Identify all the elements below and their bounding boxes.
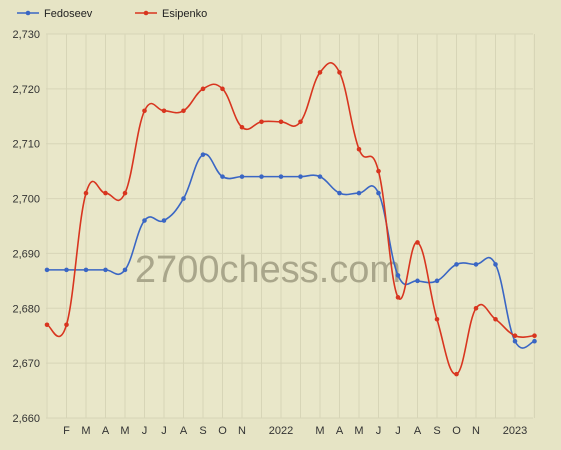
data-point-fedoseev[interactable] [298, 174, 303, 179]
data-point-fedoseev[interactable] [278, 174, 284, 179]
x-tick-label: 2023 [503, 425, 527, 437]
data-point-esipenko[interactable] [298, 119, 303, 125]
data-point-esipenko[interactable] [122, 190, 128, 196]
data-point-esipenko[interactable] [532, 333, 537, 339]
data-point-fedoseev[interactable] [181, 196, 186, 201]
legend-item-esipenko[interactable]: Esipenko [135, 8, 207, 20]
y-tick-label: 2,660 [12, 413, 40, 425]
data-point-esipenko[interactable] [103, 190, 108, 196]
data-point-fedoseev[interactable] [239, 174, 245, 179]
data-point-fedoseev[interactable] [259, 174, 264, 179]
x-tick-label: A [414, 425, 422, 437]
data-point-esipenko[interactable] [44, 322, 50, 328]
data-point-fedoseev[interactable] [83, 267, 89, 273]
data-point-esipenko[interactable] [181, 108, 186, 114]
data-point-esipenko[interactable] [356, 146, 362, 152]
data-point-esipenko[interactable] [395, 295, 401, 300]
series-layer [44, 62, 537, 377]
data-point-esipenko[interactable] [220, 86, 225, 92]
data-point-esipenko[interactable] [473, 305, 479, 311]
data-point-fedoseev[interactable] [493, 262, 498, 267]
x-tick-label: N [238, 425, 246, 437]
data-point-fedoseev[interactable] [376, 190, 381, 196]
data-point-esipenko[interactable] [415, 240, 420, 245]
data-point-esipenko[interactable] [512, 333, 518, 339]
data-point-fedoseev[interactable] [454, 262, 459, 267]
y-tick-label: 2,690 [12, 248, 40, 260]
data-point-fedoseev[interactable] [512, 338, 518, 344]
x-tick-label: O [452, 425, 461, 437]
x-tick-label: N [472, 425, 480, 437]
data-point-esipenko[interactable] [161, 108, 167, 114]
x-tick-label: M [354, 425, 363, 437]
x-tick-label: J [161, 425, 167, 437]
y-tick-label: 2,700 [12, 194, 40, 206]
legend-item-fedoseev[interactable]: Fedoseev [17, 8, 93, 20]
data-point-fedoseev[interactable] [200, 152, 206, 157]
x-tick-label: M [315, 425, 324, 437]
data-point-fedoseev[interactable] [142, 218, 147, 223]
data-point-esipenko[interactable] [454, 371, 459, 377]
data-point-esipenko[interactable] [434, 316, 440, 322]
data-point-fedoseev[interactable] [415, 278, 420, 284]
data-point-fedoseev[interactable] [122, 267, 128, 273]
legend-label-esipenko: Esipenko [162, 8, 207, 20]
y-tick-label: 2,730 [12, 29, 40, 41]
data-point-esipenko[interactable] [337, 70, 342, 75]
legend-marker-esipenko [143, 10, 149, 16]
x-tick-label: 2022 [269, 425, 293, 437]
watermark-text: 2700chess.com [135, 249, 401, 291]
data-point-esipenko[interactable] [376, 168, 381, 174]
data-point-esipenko[interactable] [259, 119, 264, 125]
data-point-esipenko[interactable] [83, 190, 89, 196]
data-point-fedoseev[interactable] [103, 267, 108, 273]
data-point-fedoseev[interactable] [161, 218, 167, 223]
data-point-fedoseev[interactable] [64, 267, 69, 273]
data-point-fedoseev[interactable] [337, 190, 342, 196]
data-point-fedoseev[interactable] [356, 190, 362, 196]
data-point-esipenko[interactable] [200, 86, 206, 92]
x-tick-label: J [142, 425, 148, 437]
x-tick-label: S [433, 425, 440, 437]
data-point-fedoseev[interactable] [434, 278, 440, 284]
x-tick-label: A [102, 425, 110, 437]
legend-marker-fedoseev [25, 10, 31, 16]
data-point-esipenko[interactable] [317, 70, 323, 75]
x-tick-label: J [395, 425, 401, 437]
plot-area [46, 34, 533, 418]
y-tick-label: 2,680 [12, 303, 40, 315]
data-point-esipenko[interactable] [278, 119, 284, 125]
grid-layer [46, 33, 535, 419]
axis-layer: 2,660 2,670 2,680 2,690 2,700 2,710 2,720 2,730… [12, 29, 527, 437]
x-tick-label: M [81, 425, 90, 437]
data-point-fedoseev[interactable] [44, 267, 50, 273]
data-point-esipenko[interactable] [493, 316, 498, 322]
data-point-esipenko[interactable] [239, 124, 245, 130]
x-tick-label: M [120, 425, 129, 437]
data-point-fedoseev[interactable] [473, 262, 479, 267]
x-tick-label: J [376, 425, 382, 437]
y-tick-label: 2,720 [12, 84, 40, 96]
data-point-esipenko[interactable] [142, 108, 147, 114]
y-tick-label: 2,710 [12, 139, 40, 151]
data-point-fedoseev[interactable] [532, 338, 537, 344]
x-tick-label: A [336, 425, 344, 437]
x-tick-label: F [63, 425, 70, 437]
data-point-fedoseev[interactable] [395, 273, 401, 278]
x-tick-label: A [180, 425, 188, 437]
x-tick-label: O [218, 425, 227, 437]
data-point-fedoseev[interactable] [317, 174, 323, 179]
data-point-fedoseev[interactable] [220, 174, 225, 179]
legend: Fedoseev Esipenko [17, 8, 207, 20]
legend-label-fedoseev: Fedoseev [44, 8, 93, 20]
data-point-esipenko[interactable] [64, 322, 69, 328]
y-tick-label: 2,670 [12, 358, 40, 370]
x-tick-label: S [199, 425, 206, 437]
